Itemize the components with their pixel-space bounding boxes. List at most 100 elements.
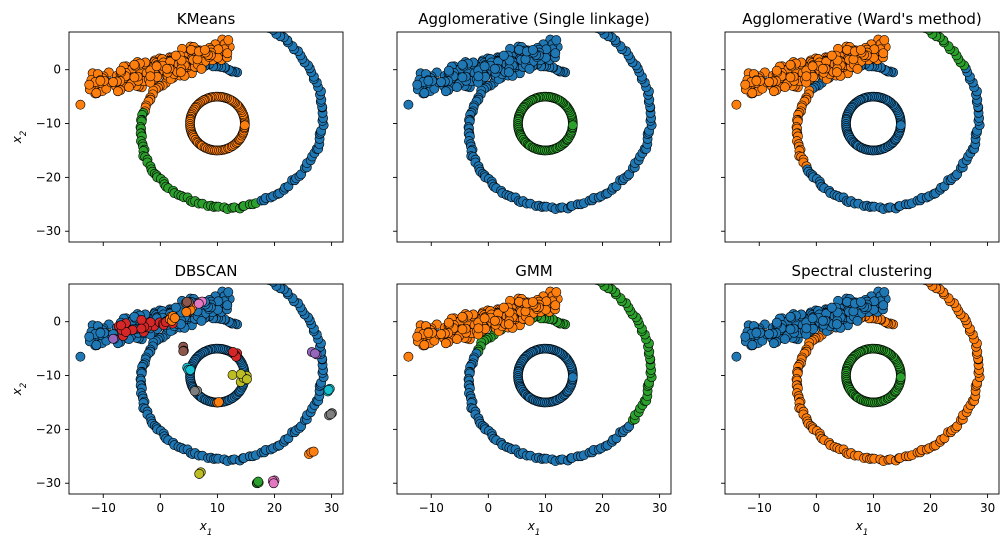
- data-point: [771, 317, 782, 328]
- data-point: [310, 348, 320, 359]
- data-point: [84, 79, 95, 90]
- data-point: [457, 311, 468, 322]
- data-point: [764, 77, 775, 87]
- data-point: [503, 67, 514, 78]
- x-tick-label: −10: [747, 501, 772, 515]
- points-layer: [75, 32, 329, 214]
- axes-frame: [724, 283, 1000, 495]
- data-point: [780, 82, 790, 93]
- data-point: [423, 75, 434, 86]
- data-point: [196, 63, 207, 74]
- data-point: [436, 329, 447, 339]
- data-point: [136, 315, 147, 325]
- data-point: [817, 63, 828, 74]
- subplot-title: Agglomerative (Ward's method): [742, 10, 982, 28]
- data-point: [175, 67, 186, 78]
- axes-frame: [724, 31, 1000, 243]
- data-point: [503, 319, 514, 330]
- data-point: [161, 63, 172, 74]
- data-point: [181, 307, 192, 317]
- data-point: [129, 59, 140, 70]
- data-point: [785, 324, 796, 335]
- data-point: [223, 35, 234, 45]
- data-point: [527, 44, 538, 55]
- data-point: [116, 320, 126, 331]
- data-point: [75, 351, 86, 362]
- data-point: [136, 323, 147, 334]
- subplot-1: KMeans 0 −10 −20 −30 x2: [10, 10, 344, 246]
- data-point: [419, 88, 430, 98]
- data-point: [457, 324, 468, 335]
- data-point: [551, 287, 562, 297]
- data-point: [452, 334, 462, 345]
- subplot-title: KMeans: [177, 10, 236, 28]
- data-point: [855, 44, 866, 55]
- data-point: [801, 323, 812, 334]
- data-point: [527, 296, 538, 307]
- data-point: [223, 287, 234, 297]
- data-point: [189, 386, 200, 397]
- subplot-5: GMM −10 0 10 20 30 x1: [393, 262, 672, 538]
- data-point: [145, 71, 156, 82]
- data-point: [452, 82, 462, 93]
- x-axis-label: x1: [855, 519, 869, 538]
- data-point: [325, 409, 336, 420]
- subplot-title: DBSCAN: [174, 262, 237, 280]
- points-layer: [403, 284, 657, 466]
- data-point: [751, 75, 762, 86]
- data-point: [731, 351, 742, 362]
- y-tick-label: −30: [36, 476, 61, 490]
- axes-frame: [396, 31, 672, 243]
- data-point: [115, 65, 126, 76]
- x-tick-label: 30: [980, 501, 995, 515]
- data-point: [855, 296, 866, 307]
- data-point: [108, 77, 119, 87]
- data-point: [473, 71, 484, 82]
- x-tick-label: 0: [157, 501, 165, 515]
- y-tick-label: −30: [36, 224, 61, 238]
- data-point: [228, 347, 238, 357]
- data-point: [457, 59, 468, 70]
- data-point: [436, 77, 447, 87]
- data-point: [807, 61, 818, 72]
- data-point: [178, 346, 189, 357]
- data-point: [801, 71, 812, 82]
- subplot-3: Agglomerative (Ward's method): [721, 10, 1000, 246]
- data-point: [423, 327, 434, 338]
- data-point: [785, 59, 796, 70]
- data-point: [747, 340, 758, 350]
- data-point: [826, 50, 837, 61]
- data-point: [124, 82, 134, 93]
- data-point: [596, 284, 606, 287]
- data-point: [129, 72, 140, 83]
- data-point: [199, 44, 210, 55]
- data-point: [268, 478, 279, 489]
- data-point: [268, 284, 278, 287]
- data-point: [242, 374, 252, 385]
- x-tick-label: −10: [91, 501, 116, 515]
- y-tick-label: −10: [36, 369, 61, 383]
- data-point: [213, 397, 224, 407]
- data-point: [731, 99, 742, 110]
- data-point: [84, 331, 95, 342]
- data-point: [222, 48, 233, 59]
- data-point: [878, 300, 889, 311]
- data-point: [489, 63, 500, 74]
- y-axis-label: x2: [10, 383, 29, 397]
- data-point: [879, 287, 890, 297]
- x-tick-label: 20: [595, 501, 610, 515]
- data-point: [419, 340, 430, 350]
- data-point: [740, 331, 751, 342]
- data-point: [831, 67, 842, 78]
- data-point: [91, 340, 102, 350]
- y-axis-label: x2: [10, 131, 29, 145]
- data-point: [95, 327, 106, 338]
- x-axis-label: x1: [527, 519, 541, 538]
- data-point: [108, 333, 119, 344]
- points-layer: [731, 284, 985, 466]
- data-point: [550, 300, 561, 311]
- subplot-title: Agglomerative (Single linkage): [418, 10, 650, 28]
- data-point: [170, 50, 181, 61]
